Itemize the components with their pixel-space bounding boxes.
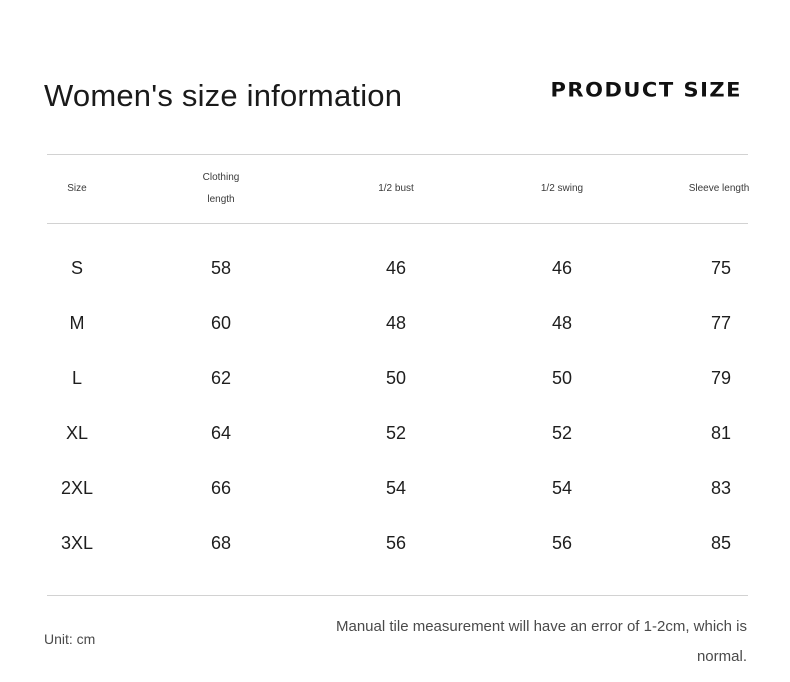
table-row: S 58 46 46 75 (47, 241, 748, 296)
product-size-heading: PRODUCT SIZE (550, 78, 742, 102)
cell-sleeve-length: 77 (710, 313, 732, 333)
header-sleeve-length: Sleeve length (688, 183, 750, 194)
divider-header (47, 223, 748, 224)
cell-half-swing: 50 (551, 368, 573, 388)
table-header-row: Size Clothing length 1/2 bust 1/2 swing S… (47, 155, 749, 223)
header-half-bust: 1/2 bust (378, 183, 414, 194)
cell-size: M (69, 313, 85, 333)
cell-half-swing: 46 (551, 258, 573, 278)
cell-size: S (70, 258, 83, 278)
cell-clothing-length: 64 (210, 423, 232, 443)
cell-clothing-length: 68 (210, 533, 232, 553)
header-size: Size (67, 183, 87, 194)
cell-half-bust: 52 (385, 423, 407, 443)
page-title: Women's size information (44, 78, 403, 113)
cell-size: XL (65, 423, 89, 443)
cell-half-swing: 54 (551, 478, 573, 498)
table-row: XL 64 52 52 81 (47, 406, 748, 461)
cell-sleeve-length: 75 (710, 258, 732, 278)
cell-half-bust: 54 (385, 478, 407, 498)
divider-bottom (47, 595, 748, 596)
table-row: M 60 48 48 77 (47, 296, 748, 351)
cell-size: 3XL (60, 533, 94, 553)
table-row: 3XL 68 56 56 85 (47, 516, 748, 571)
measurement-error-note: Manual tile measurement will have an err… (336, 618, 747, 665)
cell-clothing-length: 66 (210, 478, 232, 498)
header-clothing-length: Clothing length (202, 172, 240, 205)
cell-size: 2XL (60, 478, 94, 498)
cell-half-swing: 48 (551, 313, 573, 333)
cell-half-bust: 46 (385, 258, 407, 278)
table-row: L 62 50 50 79 (47, 351, 748, 406)
cell-half-swing: 52 (551, 423, 573, 443)
table-row: 2XL 66 54 54 83 (47, 461, 748, 516)
cell-sleeve-length: 85 (710, 533, 732, 553)
cell-half-bust: 56 (385, 533, 407, 553)
cell-sleeve-length: 79 (710, 368, 732, 388)
cell-half-bust: 50 (385, 368, 407, 388)
cell-clothing-length: 58 (210, 258, 232, 278)
divider-top (47, 154, 748, 155)
cell-half-bust: 48 (385, 313, 407, 333)
cell-clothing-length: 60 (210, 313, 232, 333)
cell-clothing-length: 62 (210, 368, 232, 388)
cell-sleeve-length: 83 (710, 478, 732, 498)
cell-size: L (71, 368, 82, 388)
cell-half-swing: 56 (551, 533, 573, 553)
header-half-swing: 1/2 swing (540, 183, 584, 194)
unit-note: Unit: cm (44, 631, 96, 647)
cell-sleeve-length: 81 (710, 423, 732, 443)
